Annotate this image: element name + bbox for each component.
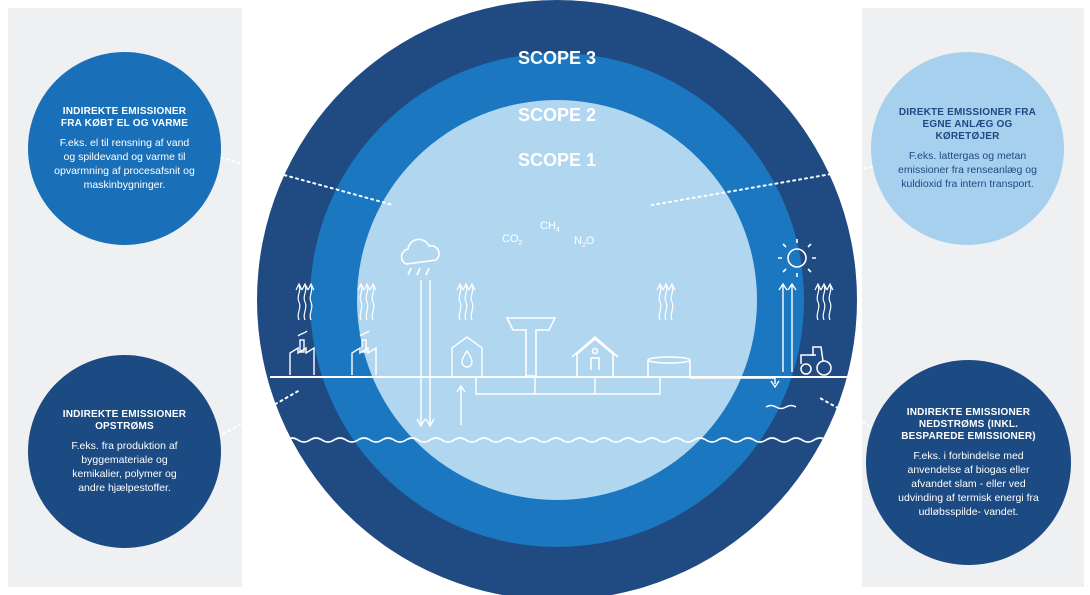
ch4-label: CH [540, 220, 556, 232]
bubble-text: F.eks. el til rensning af vand og spilde… [54, 136, 195, 191]
svg-text:CH4: CH4 [540, 220, 560, 234]
connector-top-right [651, 166, 873, 206]
svg-text:CO2: CO2 [502, 233, 523, 247]
scope3-label: SCOPE 3 [518, 48, 596, 68]
bubble-text: F.eks. i forbindelse med anvendelse af b… [898, 449, 1039, 518]
bubble-upstream: INDIREKTE EMISSIONER OPSTRØMS F.eks. fra… [28, 355, 221, 548]
water-tank-icon [647, 356, 691, 376]
factory-icon [289, 330, 315, 375]
heat-arrows-icon [295, 282, 834, 321]
tractor-icon [800, 346, 832, 376]
svg-text:N2O: N2O [574, 235, 595, 249]
n2o-label: N [574, 235, 582, 247]
bubble-title: INDIREKTE EMISSIONER OPSTRØMS [62, 408, 187, 432]
water-wave-small [765, 404, 797, 410]
house-icon [571, 335, 619, 376]
bubble-direct-emissions: DIREKTE EMISSIONER FRA EGNE ANLÆG OG KØR… [871, 52, 1064, 245]
bubble-downstream: INDIREKTE EMISSIONER NEDSTRØMS (INKL. BE… [866, 360, 1071, 565]
factory-icon [351, 330, 377, 375]
bubble-title: INDIREKTE EMISSIONER NEDSTRØMS (INKL. BE… [901, 406, 1036, 442]
connector-bottom-right [819, 397, 881, 433]
bubble-text: F.eks. fra produktion af byggemateriale … [71, 439, 178, 494]
connector-top-left [214, 155, 394, 206]
water-wave [261, 437, 839, 443]
scope1-label: SCOPE 1 [518, 150, 596, 170]
bubble-title: INDIREKTE EMISSIONER FRA KØBT EL OG VARM… [60, 105, 189, 129]
scope2-label: SCOPE 2 [518, 105, 596, 125]
down-arrows [416, 280, 435, 428]
sun-icon [778, 239, 816, 277]
scope1-circle [357, 100, 757, 500]
cloud-rain-icon [400, 238, 440, 276]
co2-label: CO [502, 233, 519, 245]
gas-formulas: CO2 CH4 N2O [502, 220, 595, 249]
water-tank-icon [451, 336, 483, 376]
water-tower-icon [505, 317, 557, 377]
connector-bottom-left [217, 389, 301, 438]
bubble-title: DIREKTE EMISSIONER FRA EGNE ANLÆG OG KØR… [898, 106, 1037, 142]
bubble-text: F.eks. lattergas og metan emissioner fra… [898, 149, 1037, 190]
bubble-purchased-energy: INDIREKTE EMISSIONER FRA KØBT EL OG VARM… [28, 52, 221, 245]
pipe-network [475, 377, 780, 395]
